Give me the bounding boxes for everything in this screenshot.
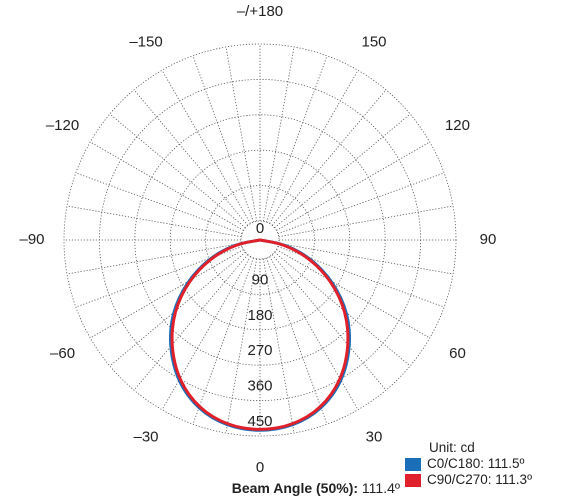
grid-spoke-330 xyxy=(161,256,251,410)
grid-spoke-350 xyxy=(225,258,258,434)
radial-label-180: 180 xyxy=(247,307,272,324)
angle-label-neg120: –120 xyxy=(46,117,79,134)
angle-label-neg30: –30 xyxy=(133,428,158,445)
grid-spoke-10 xyxy=(262,258,295,434)
grid-spoke-210 xyxy=(161,70,251,224)
grid-spoke-290 xyxy=(75,246,243,308)
grid-spoke-310 xyxy=(109,251,246,367)
angle-label-90: 90 xyxy=(480,231,497,248)
grid-spoke-170 xyxy=(262,46,295,222)
grid-spoke-20 xyxy=(266,257,328,425)
series-line-c90-c270 xyxy=(170,238,350,431)
grid-spoke-130 xyxy=(274,113,411,229)
grid-spoke-200 xyxy=(192,55,254,223)
legend-label-c0-c180: C0/C180: 111.5º xyxy=(427,456,525,471)
label-layer: 0 30 60 90 120 150 –/+180 –150 –120 –90 –60 –30 0 90 1… xyxy=(19,3,496,476)
radial-label-90: 90 xyxy=(252,271,269,288)
grid-spoke-220 xyxy=(133,89,249,226)
angle-label-neg150: –150 xyxy=(129,34,162,51)
grid-circle-450 xyxy=(63,43,457,437)
legend-item-c90-c270: C90/C270: 111.3º xyxy=(405,472,532,488)
angle-label-120: 120 xyxy=(445,117,470,134)
beam-angle-caption: Beam Angle (50%): 111.4º xyxy=(0,480,400,496)
angle-label-neg90: –90 xyxy=(19,231,44,248)
unit-label: Unit: cd xyxy=(429,440,475,455)
beam-angle-value: 111.4º xyxy=(358,480,400,496)
grid-spoke-160 xyxy=(266,55,328,223)
angle-label-neg60: –60 xyxy=(50,345,75,362)
grid-spoke-110 xyxy=(277,172,445,234)
grid-spoke-60 xyxy=(276,249,430,339)
grid-spoke-280 xyxy=(66,242,242,275)
grid-circle-180 xyxy=(169,149,351,331)
legend-swatch-c0-c180 xyxy=(405,457,421,471)
radial-label-360: 360 xyxy=(247,378,272,395)
legend-item-c0-c180: C0/C180: 111.5º xyxy=(405,456,532,472)
grid-spoke-320 xyxy=(133,254,249,391)
angle-label-180: –/+180 xyxy=(237,3,283,20)
grid-spoke-30 xyxy=(269,256,359,410)
angle-label-30: 30 xyxy=(366,428,383,445)
grid-spoke-300 xyxy=(90,249,244,339)
beam-angle-label: Beam Angle (50%): xyxy=(231,480,359,496)
grid-spoke-230 xyxy=(109,113,246,229)
angle-label-60: 60 xyxy=(449,345,466,362)
grid-circle-90 xyxy=(205,185,315,295)
series-layer xyxy=(168,238,352,432)
grid-spoke-340 xyxy=(192,257,254,425)
grid-spoke-70 xyxy=(277,246,445,308)
grid-spoke-190 xyxy=(225,46,258,222)
grid-spoke-80 xyxy=(278,242,454,275)
grid-spoke-240 xyxy=(90,141,244,231)
radial-label-270: 270 xyxy=(247,342,272,359)
grid-spoke-140 xyxy=(271,89,387,226)
legend-swatch-c90-c270 xyxy=(405,473,421,487)
grid-spoke-40 xyxy=(271,254,387,391)
grid-spoke-120 xyxy=(276,141,430,231)
angle-label-150: 150 xyxy=(361,34,386,51)
radial-label-0: 0 xyxy=(256,220,264,237)
polar-grid xyxy=(63,43,457,437)
legend: Unit: cd C0/C180: 111.5º C90/C270: 111.3… xyxy=(405,440,532,488)
grid-spoke-250 xyxy=(75,172,243,234)
grid-spoke-100 xyxy=(278,205,454,238)
grid-spoke-260 xyxy=(66,205,242,238)
grid-spoke-50 xyxy=(274,251,411,367)
angle-label-0: 0 xyxy=(256,459,264,476)
grid-spoke-150 xyxy=(269,70,359,224)
radial-label-450: 450 xyxy=(247,413,272,430)
legend-label-c90-c270: C90/C270: 111.3º xyxy=(427,472,533,487)
